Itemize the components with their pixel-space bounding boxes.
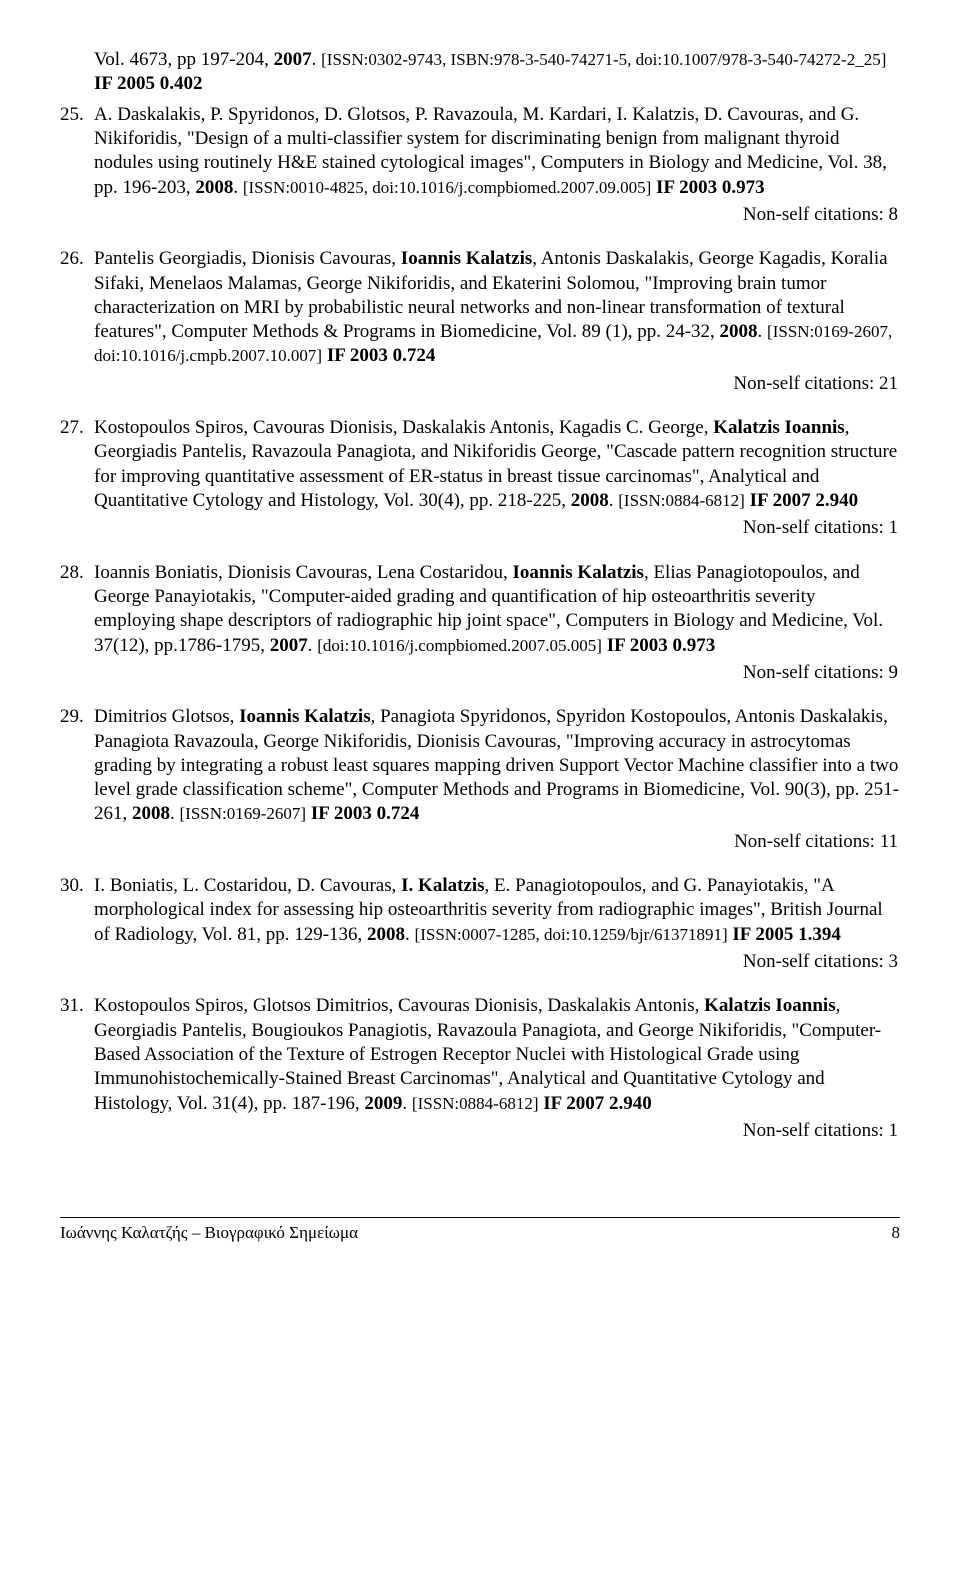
footer-left: Ιωάννης Καλατζής – Βιογραφικό Σημείωμα (60, 1222, 358, 1244)
impact-factor: IF 2003 0.973 (602, 635, 715, 656)
text: Pantelis Georgiadis, Dionisis Cavouras, (94, 248, 401, 269)
impact-factor: IF 2005 0.402 (94, 73, 203, 94)
impact-factor: IF 2003 0.724 (306, 803, 419, 824)
meta: [ISSN:0169-2607] (180, 804, 307, 823)
text: . (609, 490, 619, 511)
text: . (405, 924, 415, 945)
author-bold: Kalatzis Ioannis (704, 995, 835, 1016)
reference-text: Kostopoulos Spiros, Glotsos Dimitrios, C… (94, 994, 900, 1116)
year: 2007 (274, 49, 312, 70)
year: 2008 (132, 803, 170, 824)
year: 2008 (367, 924, 405, 945)
reference-list: 25.A. Daskalakis, P. Spyridonos, D. Glot… (60, 103, 900, 1158)
reference-text: Pantelis Georgiadis, Dionisis Cavouras, … (94, 247, 900, 369)
non-self-citations: Non-self citations: 11 (94, 830, 900, 854)
text: . (758, 321, 768, 342)
text: . (233, 177, 243, 198)
meta: [ISSN:0007-1285, doi:10.1259/bjr/6137189… (415, 925, 728, 944)
reference-number: 28. (60, 561, 94, 700)
impact-factor: IF 2007 2.940 (745, 490, 858, 511)
impact-factor: IF 2005 1.394 (728, 924, 841, 945)
reference-number: 27. (60, 416, 94, 555)
author-bold: Ioannis Kalatzis (512, 562, 643, 583)
text: . (308, 635, 318, 656)
non-self-citations: Non-self citations: 21 (94, 372, 900, 396)
continuation-entry: Vol. 4673, pp 197-204, 2007. [ISSN:0302-… (94, 48, 900, 97)
text: Vol. 4673, pp 197-204, (94, 49, 274, 70)
text: . (170, 803, 180, 824)
reference-body: Kostopoulos Spiros, Cavouras Dionisis, D… (94, 416, 900, 555)
reference-text: Ioannis Boniatis, Dionisis Cavouras, Len… (94, 561, 900, 658)
reference-text: A. Daskalakis, P. Spyridonos, D. Glotsos… (94, 103, 900, 200)
reference-number: 25. (60, 103, 94, 242)
reference-text: Kostopoulos Spiros, Cavouras Dionisis, D… (94, 416, 900, 513)
impact-factor: IF 2003 0.973 (651, 177, 764, 198)
year: 2008 (195, 177, 233, 198)
year: 2007 (270, 635, 308, 656)
author-bold: Ioannis Kalatzis (239, 706, 370, 727)
reference-item: 26.Pantelis Georgiadis, Dionisis Cavoura… (60, 247, 900, 410)
year: 2009 (364, 1093, 402, 1114)
non-self-citations: Non-self citations: 1 (94, 1119, 900, 1143)
year: 2008 (571, 490, 609, 511)
reference-text: Dimitrios Glotsos, Ioannis Kalatzis, Pan… (94, 705, 900, 827)
non-self-citations: Non-self citations: 8 (94, 203, 900, 227)
reference-number: 31. (60, 994, 94, 1157)
reference-number: 30. (60, 874, 94, 988)
reference-body: Ioannis Boniatis, Dionisis Cavouras, Len… (94, 561, 900, 700)
page-footer: Ιωάννης Καλατζής – Βιογραφικό Σημείωμα 8 (60, 1217, 900, 1244)
reference-body: Dimitrios Glotsos, Ioannis Kalatzis, Pan… (94, 705, 900, 868)
author-bold: Kalatzis Ioannis (713, 417, 844, 438)
reference-body: Pantelis Georgiadis, Dionisis Cavouras, … (94, 247, 900, 410)
author-bold: I. Kalatzis (401, 875, 484, 896)
reference-item: 25.A. Daskalakis, P. Spyridonos, D. Glot… (60, 103, 900, 242)
year: 2008 (720, 321, 758, 342)
reference-body: Kostopoulos Spiros, Glotsos Dimitrios, C… (94, 994, 900, 1157)
reference-body: I. Boniatis, L. Costaridou, D. Cavouras,… (94, 874, 900, 988)
impact-factor: IF 2007 2.940 (538, 1093, 651, 1114)
reference-item: 28.Ioannis Boniatis, Dionisis Cavouras, … (60, 561, 900, 700)
reference-text: I. Boniatis, L. Costaridou, D. Cavouras,… (94, 874, 900, 947)
text: Kostopoulos Spiros, Cavouras Dionisis, D… (94, 417, 713, 438)
non-self-citations: Non-self citations: 1 (94, 516, 900, 540)
reference-item: 30.I. Boniatis, L. Costaridou, D. Cavour… (60, 874, 900, 988)
text: Ioannis Boniatis, Dionisis Cavouras, Len… (94, 562, 512, 583)
meta: [doi:10.1016/j.compbiomed.2007.05.005] (317, 636, 602, 655)
text: . (312, 49, 322, 70)
meta: [ISSN:0884-6812] (412, 1094, 539, 1113)
reference-item: 29.Dimitrios Glotsos, Ioannis Kalatzis, … (60, 705, 900, 868)
impact-factor: IF 2003 0.724 (322, 345, 435, 366)
footer-page-number: 8 (892, 1222, 901, 1244)
meta: [ISSN:0302-9743, ISBN:978-3-540-74271-5,… (321, 50, 886, 69)
text: Kostopoulos Spiros, Glotsos Dimitrios, C… (94, 995, 704, 1016)
meta: [ISSN:0884-6812] (618, 491, 745, 510)
meta: [ISSN:0010-4825, doi:10.1016/j.compbiome… (243, 178, 651, 197)
author-bold: Ioannis Kalatzis (401, 248, 532, 269)
reference-item: 31.Kostopoulos Spiros, Glotsos Dimitrios… (60, 994, 900, 1157)
reference-body: A. Daskalakis, P. Spyridonos, D. Glotsos… (94, 103, 900, 242)
text: I. Boniatis, L. Costaridou, D. Cavouras, (94, 875, 401, 896)
reference-number: 26. (60, 247, 94, 410)
non-self-citations: Non-self citations: 3 (94, 950, 900, 974)
text: . (402, 1093, 412, 1114)
reference-item: 27.Kostopoulos Spiros, Cavouras Dionisis… (60, 416, 900, 555)
text: Dimitrios Glotsos, (94, 706, 239, 727)
reference-number: 29. (60, 705, 94, 868)
non-self-citations: Non-self citations: 9 (94, 661, 900, 685)
